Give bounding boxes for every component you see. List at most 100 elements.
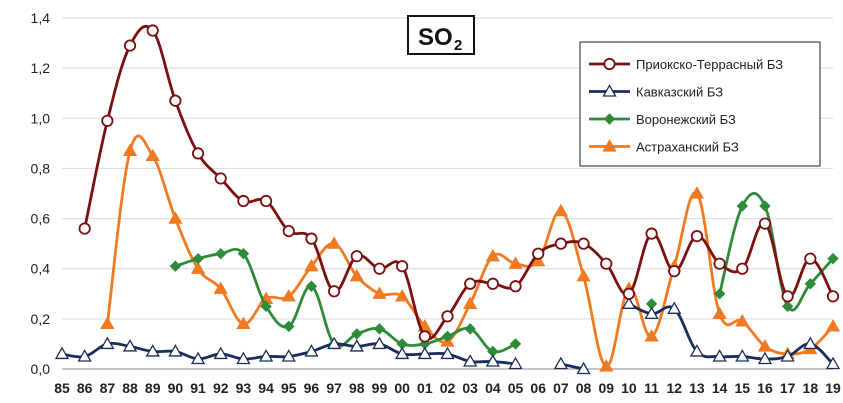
chart-title: SO — [418, 24, 453, 51]
data-point — [349, 268, 364, 282]
data-point — [441, 330, 454, 343]
x-tick-label: 01 — [417, 380, 433, 396]
data-point — [145, 148, 160, 162]
data-point — [305, 232, 318, 245]
data-point — [464, 323, 476, 335]
x-tick-label: 07 — [553, 380, 569, 396]
data-point — [757, 339, 773, 352]
series-voronezh — [169, 191, 839, 358]
data-point — [757, 351, 773, 365]
x-tick-label: 10 — [621, 380, 637, 396]
data-point — [237, 247, 250, 260]
data-point — [418, 330, 431, 343]
data-point — [258, 349, 274, 362]
data-point — [712, 349, 727, 362]
x-tick-label: 16 — [757, 380, 773, 396]
data-point — [349, 339, 364, 352]
data-point — [532, 247, 545, 260]
data-point — [531, 253, 546, 267]
data-point — [554, 237, 567, 250]
data-point — [803, 336, 818, 350]
data-point — [804, 278, 817, 290]
x-tick-label: 02 — [440, 380, 456, 396]
data-point — [644, 306, 659, 319]
data-point — [214, 172, 227, 185]
x-tick-label: 17 — [780, 380, 796, 396]
series-kavkaz — [54, 296, 841, 375]
x-tick-label: 89 — [145, 380, 161, 396]
x-tick-label: 14 — [712, 380, 728, 396]
data-point — [463, 354, 478, 367]
legend-label: Кавказский БЗ — [636, 85, 723, 100]
x-tick-label: 91 — [190, 380, 206, 396]
x-tick-label: 08 — [576, 380, 592, 396]
chart-title-subscript: 2 — [454, 37, 462, 54]
x-tick-label: 92 — [213, 380, 229, 396]
data-point — [351, 328, 363, 340]
data-point — [328, 285, 341, 298]
y-tick-label: 1,0 — [31, 110, 51, 126]
data-point — [464, 277, 477, 290]
data-point — [781, 300, 794, 313]
x-tick-label: 05 — [508, 380, 524, 396]
legend-marker — [602, 84, 617, 97]
x-tick-label: 90 — [168, 380, 184, 396]
data-point — [192, 252, 204, 265]
data-point — [304, 344, 319, 357]
data-point — [123, 39, 137, 52]
x-tick-label: 86 — [77, 380, 93, 396]
legend-item: Приокско-Террасный БЗ — [589, 57, 783, 72]
data-point — [122, 143, 138, 157]
data-point — [600, 257, 613, 270]
data-point — [827, 252, 839, 265]
data-point — [576, 361, 591, 375]
data-point — [100, 336, 115, 350]
data-point — [281, 288, 296, 302]
title-frame — [407, 15, 475, 55]
data-point — [689, 344, 705, 357]
series-line — [718, 191, 835, 312]
data-point — [781, 290, 794, 303]
data-point — [690, 230, 704, 243]
data-point — [146, 24, 159, 37]
data-point — [213, 281, 228, 294]
data-point — [190, 351, 206, 365]
data-point — [101, 114, 114, 127]
data-point — [577, 237, 590, 250]
x-tick-label: 98 — [349, 380, 365, 396]
data-point — [372, 336, 387, 350]
data-point — [668, 265, 681, 278]
series-lines — [54, 24, 841, 375]
series-line — [627, 302, 835, 366]
data-point — [712, 306, 727, 319]
data-point — [485, 248, 500, 262]
legend: Приокско-Террасный БЗ Кавказский БЗ Вороне… — [579, 41, 821, 167]
data-point — [599, 359, 614, 372]
legend-item: Воронежский БЗ — [589, 112, 736, 127]
data-point — [509, 338, 522, 350]
x-tick-label: 94 — [258, 380, 274, 396]
gridlines — [62, 17, 833, 320]
data-point — [304, 258, 319, 272]
data-point — [736, 200, 749, 212]
data-point — [644, 329, 659, 342]
data-point — [373, 262, 386, 275]
x-tick-label: 18 — [803, 380, 819, 396]
data-point — [260, 300, 272, 313]
x-tick-label: 04 — [485, 380, 501, 396]
data-point — [259, 194, 273, 208]
data-point — [713, 288, 726, 300]
data-point — [463, 296, 478, 309]
data-point — [553, 203, 569, 217]
y-tick-label: 0,4 — [31, 261, 51, 277]
x-tick-label: 03 — [462, 380, 478, 396]
data-point — [621, 296, 637, 309]
x-tick-label: 97 — [326, 380, 342, 396]
data-point — [825, 356, 841, 370]
y-tick-label: 0,0 — [31, 361, 51, 377]
data-point — [395, 346, 410, 360]
legend-marker — [603, 113, 616, 125]
data-point — [373, 323, 386, 335]
data-point — [237, 194, 250, 208]
data-point — [54, 346, 70, 360]
